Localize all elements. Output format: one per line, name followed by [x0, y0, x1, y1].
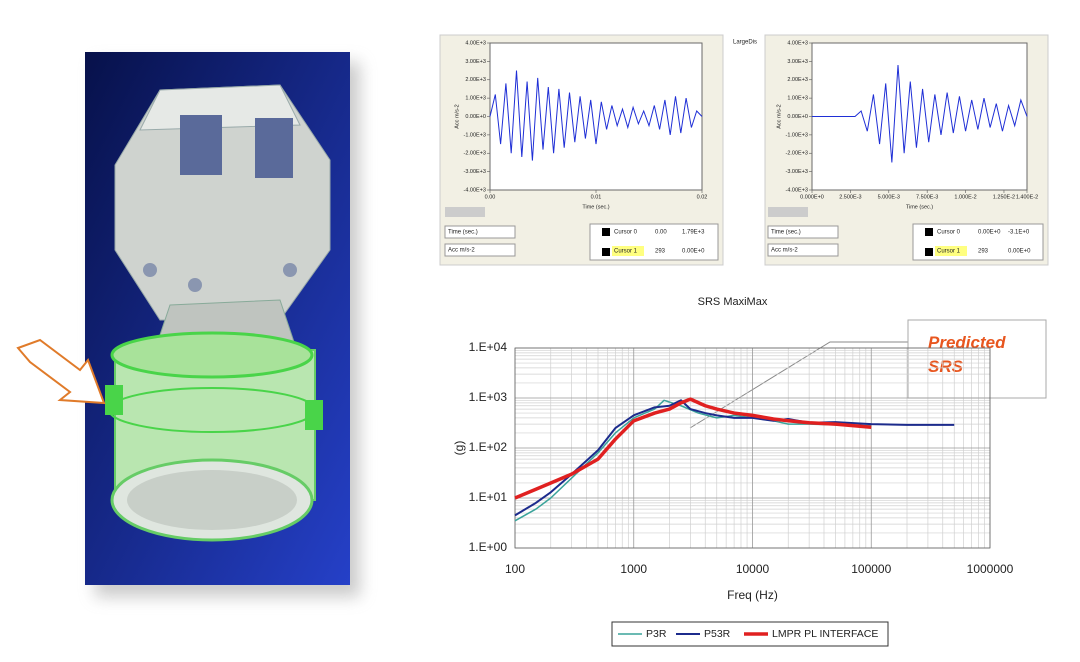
legend-label: P53R	[704, 628, 731, 640]
arrow	[16, 338, 106, 405]
y-tick-label: -2.00E+3	[786, 151, 808, 157]
y-axis-label: (g)	[452, 441, 466, 456]
x-tick-label: 1000	[620, 562, 647, 576]
cursor-label: Cursor 1	[614, 249, 638, 255]
x-tick-label: 0.02	[697, 194, 708, 200]
y-tick-label: 1.E+02	[469, 440, 508, 454]
panel-label: LargeDis	[733, 40, 757, 46]
y-tick-label: -3.00E+3	[464, 169, 486, 175]
y-tick-label: 0.00E+0	[787, 114, 808, 120]
y-tick-label: 1.E+04	[469, 340, 508, 354]
y-tick-label: 1.00E+3	[787, 96, 808, 102]
y-tick-label: 1.00E+3	[465, 96, 486, 102]
x-tick-label: 0.000E+0	[800, 194, 824, 200]
y-tick-label: 4.00E+3	[465, 40, 486, 46]
line	[812, 65, 1028, 163]
x-tick-label: 10000	[736, 562, 770, 576]
x-tick-label: 0.01	[591, 194, 602, 200]
chart-title: SRS MaxiMax	[698, 296, 768, 308]
y-tick-label: 1.E+00	[469, 540, 508, 554]
field-label: Time (sec.)	[771, 230, 801, 236]
x-tick-label: 1.250E-2	[993, 194, 1015, 200]
y-tick-label: 0.00E+0	[465, 114, 486, 120]
x-tick-label: 1000000	[967, 562, 1014, 576]
line	[489, 70, 703, 161]
y-tick-label: -4.00E+3	[786, 187, 808, 193]
cursor-value: 293	[978, 249, 989, 255]
left-panel: Time (sec.) Acc m/s-2 Cursor 0 0.00 1.79…	[439, 34, 724, 266]
y-tick-label: 2.00E+3	[787, 77, 808, 83]
x-axis-label: Time (sec.)	[906, 204, 933, 210]
annotation-leader	[689, 341, 908, 429]
x-tick-label: 7.500E-3	[916, 194, 938, 200]
y-axis-label: Acc m/s-2	[776, 104, 782, 128]
x-axis-label: Freq (Hz)	[727, 588, 778, 602]
cursor-label: Cursor 0	[937, 230, 961, 236]
y-tick-label: -4.00E+3	[464, 187, 486, 193]
y-tick-label: 1.E+01	[469, 490, 508, 504]
x-tick-label: 0.00	[485, 194, 496, 200]
cursor-value: 0.00E+0	[978, 230, 1001, 236]
line	[514, 399, 872, 522]
y-tick-label: -1.00E+3	[464, 132, 486, 138]
x-axis-label: Time (sec.)	[582, 204, 609, 210]
cursor-value: 0.00E+0	[682, 249, 705, 255]
x-tick-label: 100	[505, 562, 525, 576]
cursor-label: Cursor 1	[937, 249, 961, 255]
y-tick-label: 3.00E+3	[787, 59, 808, 65]
cursor-value: -3.1E+0	[1008, 230, 1030, 236]
field-label: Acc m/s-2	[771, 248, 798, 254]
x-tick-label: 100000	[851, 562, 891, 576]
cursor-value: 0.00	[655, 230, 667, 236]
cursor-value: 1.79E+3	[682, 230, 705, 236]
y-tick-label: -3.00E+3	[786, 169, 808, 175]
cursor-value: 293	[655, 249, 666, 255]
y-axis-label: Acc m/s-2	[454, 104, 460, 128]
x-tick-label: 2.500E-3	[839, 194, 861, 200]
y-tick-label: 3.00E+3	[465, 59, 486, 65]
plot-frame	[514, 347, 991, 549]
model-render	[85, 52, 360, 597]
cursor-value: 0.00E+0	[1008, 249, 1031, 255]
y-tick-label: 4.00E+3	[787, 40, 808, 46]
legend-label: P3R	[646, 628, 667, 640]
cursor-label: Cursor 0	[614, 230, 638, 236]
y-tick-label: 2.00E+3	[465, 77, 486, 83]
x-tick-label: 1.000E-2	[954, 194, 976, 200]
legend-label: LMPR PL INTERFACE	[772, 628, 878, 640]
field-label: Time (sec.)	[448, 230, 478, 236]
line	[514, 397, 872, 500]
y-tick-label: -1.00E+3	[786, 132, 808, 138]
y-tick-label: -2.00E+3	[464, 151, 486, 157]
x-tick-label: 1.400E-2	[1016, 194, 1038, 200]
y-tick-label: 1.E+03	[469, 390, 508, 404]
field-label: Acc m/s-2	[448, 248, 475, 254]
x-tick-label: 5.000E-3	[878, 194, 900, 200]
